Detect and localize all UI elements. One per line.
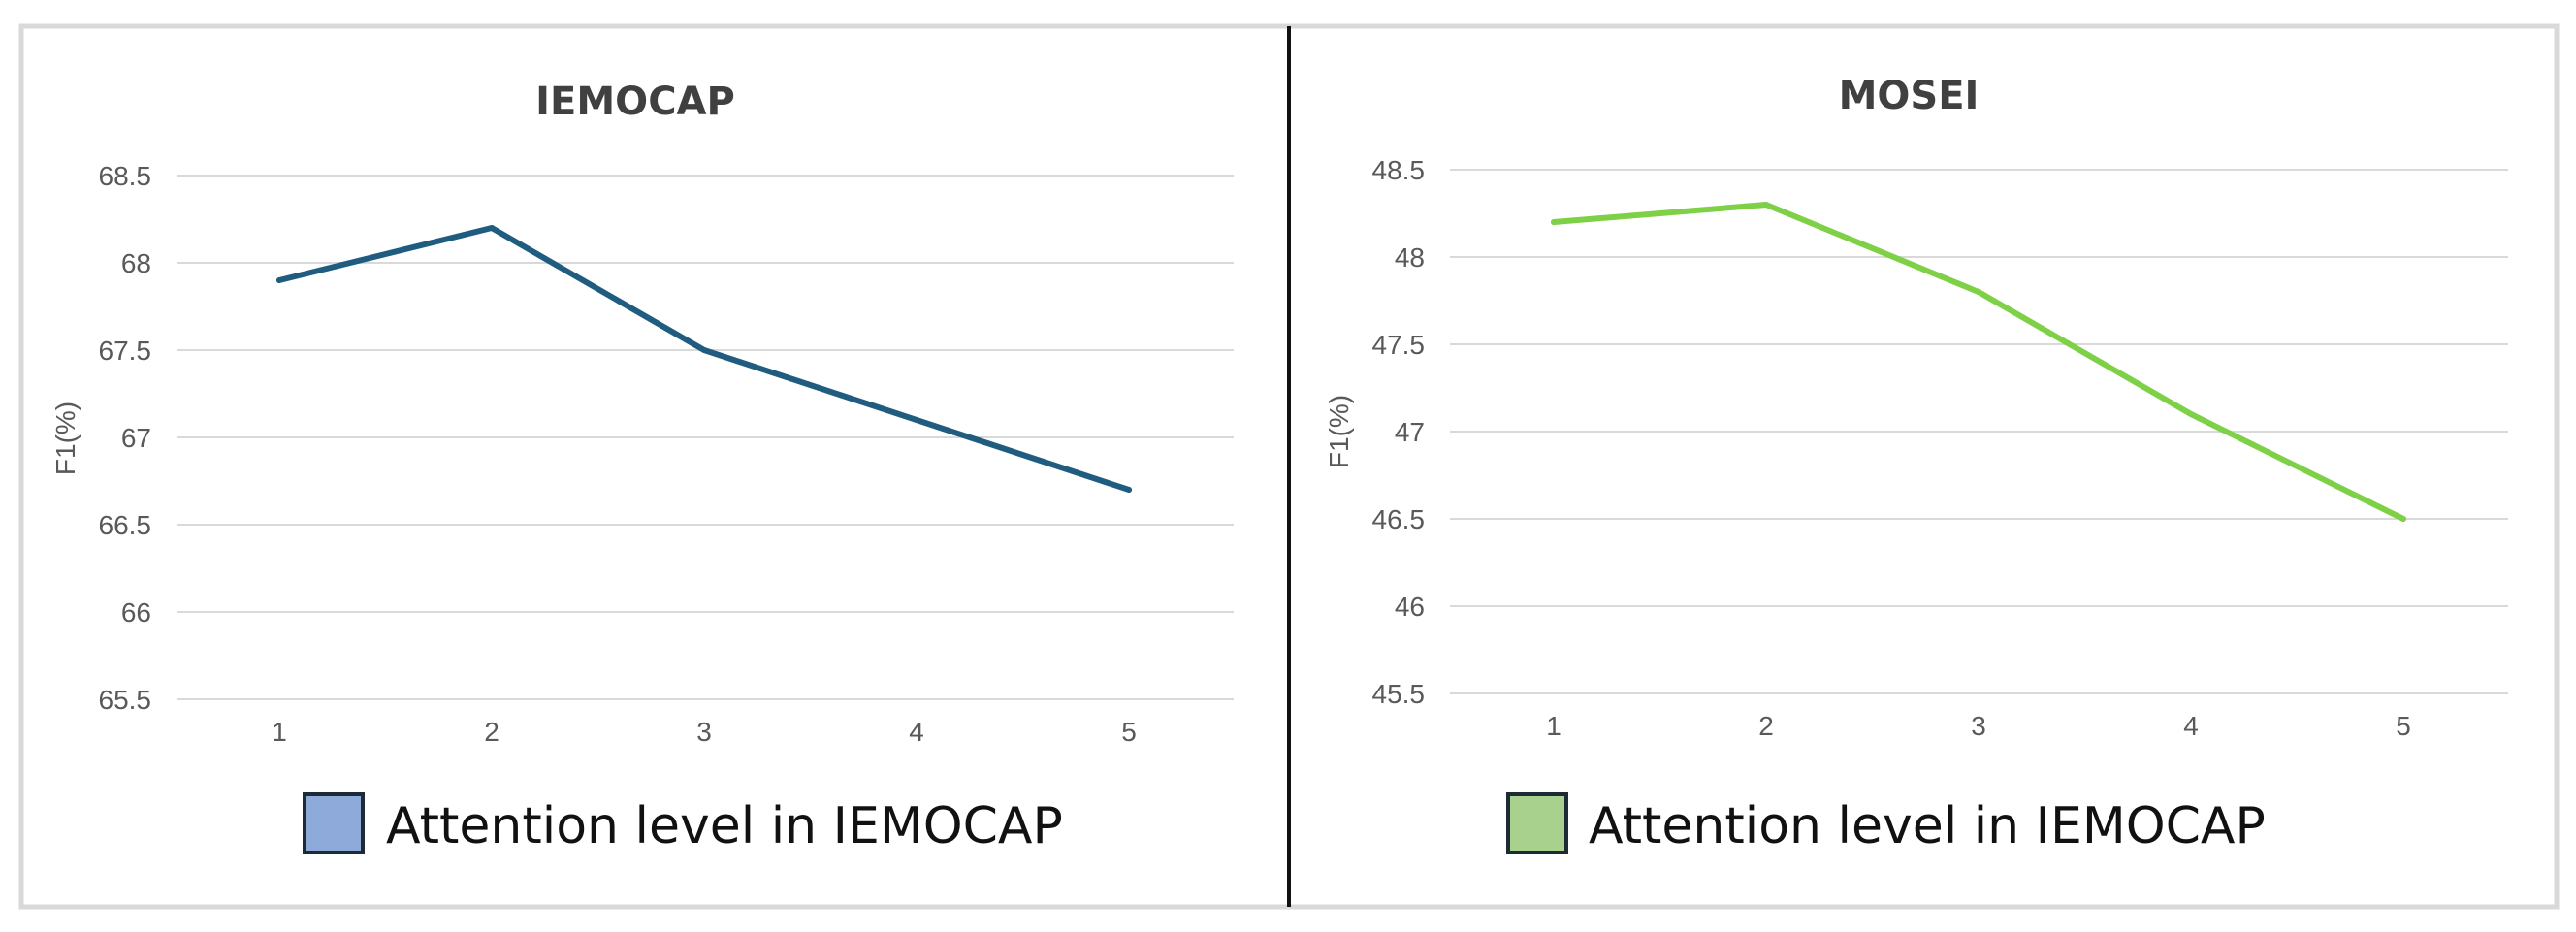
y-tick-label: 46 (1395, 592, 1425, 622)
data-point (489, 225, 495, 231)
y-tick-label: 48.5 (1372, 155, 1426, 185)
y-tick-labels: 65.5 66 66.5 67 67.5 68 68.5 (99, 161, 152, 715)
x-tick-labels: 1 2 3 4 5 (1546, 711, 2411, 741)
x-tick-label: 5 (2396, 711, 2411, 741)
x-tick-label: 5 (1121, 717, 1137, 747)
data-point (2188, 411, 2194, 417)
data-point (2400, 516, 2406, 522)
legend-label: Attention level in IEMOCAP (386, 797, 1063, 855)
x-tick-label: 3 (696, 717, 712, 747)
data-point (701, 347, 707, 353)
y-tick-label: 68.5 (99, 161, 152, 191)
y-tick-label: 68 (121, 248, 151, 278)
gridlines (1450, 169, 2508, 694)
chart-mosei: MOSEI F1(%) 45.5 46 46.5 47 47.5 48 48.5… (1324, 74, 2508, 855)
y-tick-label: 45.5 (1372, 679, 1426, 709)
y-tick-label: 67.5 (99, 336, 152, 366)
data-point (276, 277, 282, 283)
x-tick-labels: 1 2 3 4 5 (272, 717, 1137, 747)
legend: Attention level in IEMOCAP (1506, 792, 2266, 855)
legend: Attention level in IEMOCAP (303, 792, 1063, 855)
chart-title: MOSEI (1839, 74, 1980, 118)
y-tick-labels: 45.5 46 46.5 47 47.5 48 48.5 (1372, 155, 1426, 709)
x-tick-label: 1 (1546, 711, 1562, 741)
y-tick-label: 67 (121, 423, 151, 453)
legend-swatch (303, 792, 365, 854)
x-tick-label: 2 (484, 717, 499, 747)
x-tick-label: 3 (1971, 711, 1986, 741)
x-tick-label: 1 (272, 717, 287, 747)
data-point (1126, 487, 1132, 493)
gridlines (177, 175, 1234, 700)
data-point (1763, 202, 1769, 208)
y-tick-label: 66.5 (99, 510, 152, 540)
legend-swatch (1506, 792, 1568, 854)
y-tick-label: 65.5 (99, 685, 152, 715)
y-tick-label: 47 (1395, 417, 1425, 447)
series-line (276, 225, 1132, 493)
x-tick-label: 4 (2183, 711, 2199, 741)
chart-title: IEMOCAP (535, 80, 735, 124)
y-axis-label: F1(%) (1324, 395, 1354, 468)
chart-iemocap: IEMOCAP F1(%) 65.5 66 66.5 67 67.5 68 68… (50, 80, 1234, 855)
y-tick-label: 47.5 (1372, 330, 1426, 360)
data-point (914, 417, 919, 423)
y-tick-label: 46.5 (1372, 504, 1426, 534)
x-tick-label: 2 (1758, 711, 1774, 741)
legend-label: Attention level in IEMOCAP (1589, 797, 2266, 855)
y-axis-label: F1(%) (50, 402, 80, 475)
data-point (1551, 219, 1557, 225)
y-tick-label: 48 (1395, 242, 1425, 273)
data-point (1976, 289, 1981, 295)
series-line (1551, 202, 2406, 522)
y-tick-label: 66 (121, 597, 151, 627)
x-tick-label: 4 (909, 717, 924, 747)
